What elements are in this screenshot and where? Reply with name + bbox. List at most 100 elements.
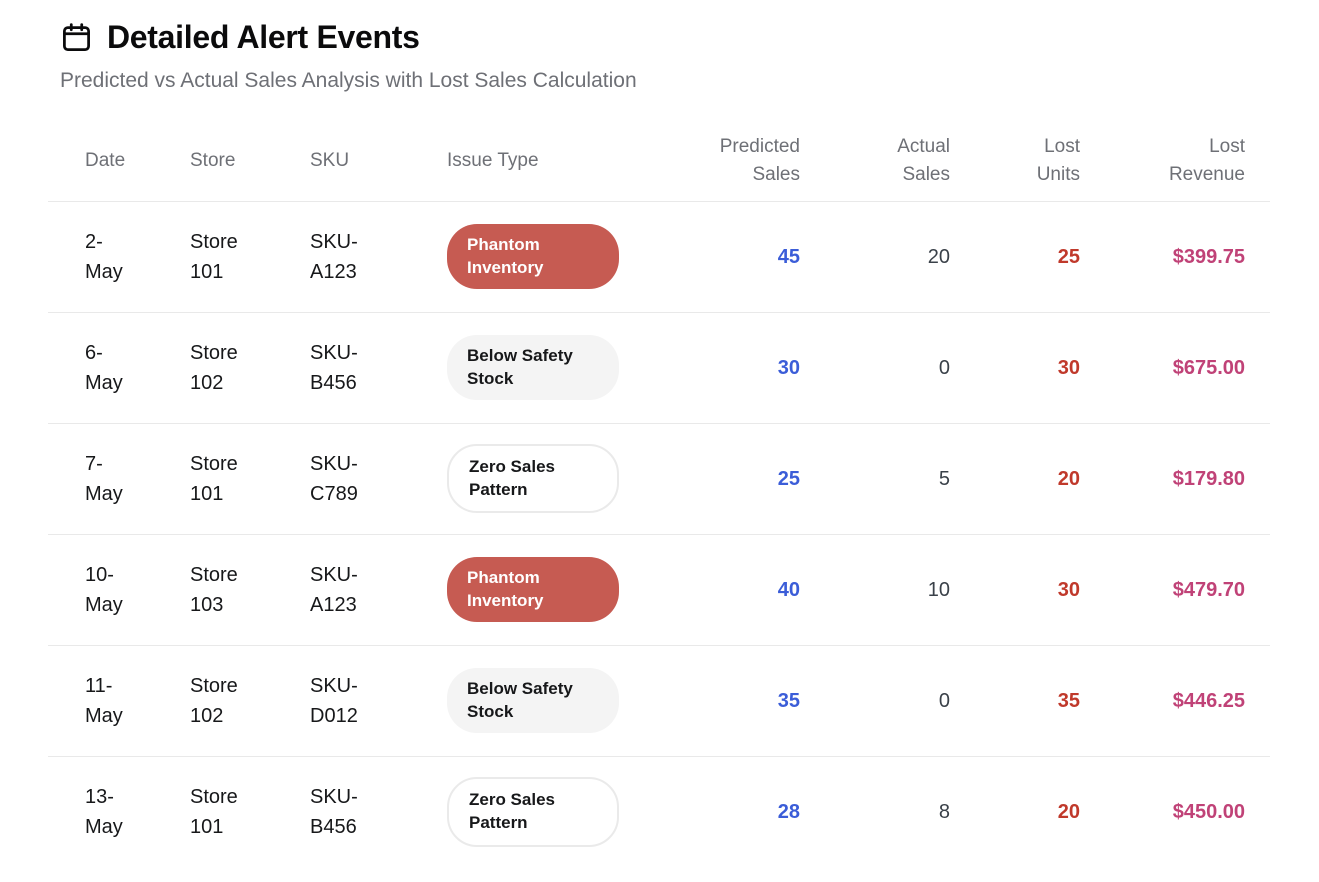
issue-type-cell: Phantom Inventory: [410, 534, 640, 645]
table-row: 6-May Store 102 SKU-B456 Below Safety St…: [48, 312, 1270, 423]
column-header-store: Store: [153, 121, 273, 201]
predicted-sales-value: 35: [777, 689, 800, 712]
page-title: Detailed Alert Events: [107, 18, 420, 55]
date-cell: 10-May: [48, 534, 153, 645]
lost-revenue-value: $399.75: [1172, 245, 1245, 268]
sku-value: SKU-A123: [310, 563, 358, 616]
page-subtitle: Predicted vs Actual Sales Analysis with …: [60, 69, 637, 92]
table-row: 7-May Store 101 SKU-C789 Zero Sales Patt…: [48, 423, 1270, 534]
sku-cell: SKU-C789: [273, 423, 410, 534]
table-row: 11-May Store 102 SKU-D012 Below Safety S…: [48, 645, 1270, 756]
predicted-sales-value: 25: [777, 467, 800, 490]
store-cell: Store 102: [153, 312, 273, 423]
column-header-label: Store: [190, 149, 236, 171]
lost-units-value: 20: [1057, 467, 1080, 490]
table-row: 10-May Store 103 SKU-A123 Phantom Invent…: [48, 534, 1270, 645]
column-header-label: Predicted Sales: [719, 136, 800, 185]
lost-units-value: 35: [1057, 689, 1080, 712]
predicted-sales-value: 45: [777, 245, 800, 268]
column-header-lost-units: Lost Units: [950, 121, 1080, 201]
store-value: Store 103: [190, 563, 238, 616]
lost-revenue-value: $675.00: [1172, 356, 1245, 379]
sku-value: SKU-B456: [310, 341, 358, 394]
date-cell: 6-May: [48, 312, 153, 423]
date-cell: 2-May: [48, 201, 153, 312]
issue-type-badge: Phantom Inventory: [447, 223, 619, 290]
column-header-label: Lost Revenue: [1168, 136, 1245, 185]
predicted-sales-value: 28: [777, 800, 800, 823]
store-value: Store 102: [190, 341, 238, 394]
table-row: 13-May Store 101 SKU-B456 Zero Sales Pat…: [48, 756, 1270, 867]
lost-units-value: 25: [1057, 245, 1080, 268]
lost-revenue-value: $179.80: [1172, 467, 1245, 490]
table-row: 2-May Store 101 SKU-A123 Phantom Invento…: [48, 201, 1270, 312]
store-cell: Store 101: [153, 756, 273, 867]
issue-type-cell: Below Safety Stock: [410, 645, 640, 756]
column-header-label: SKU: [310, 149, 350, 171]
lost-revenue-value: $446.25: [1172, 689, 1245, 712]
date-value: 13-May: [85, 785, 123, 838]
sku-value: SKU-C789: [310, 452, 358, 505]
predicted-sales-value: 40: [777, 578, 800, 601]
issue-type-badge: Phantom Inventory: [447, 556, 619, 623]
sku-cell: SKU-B456: [273, 312, 410, 423]
issue-type-cell: Phantom Inventory: [410, 201, 640, 312]
issue-type-badge: Zero Sales Pattern: [447, 443, 619, 514]
lost-units-value: 30: [1057, 578, 1080, 601]
date-cell: 11-May: [48, 645, 153, 756]
table-header-row: Date Store SKU Issue Type Predicted Sale…: [48, 121, 1270, 201]
sku-value: SKU-A123: [310, 230, 358, 283]
date-value: 6-May: [85, 341, 123, 394]
actual-sales-value: 5: [938, 467, 950, 490]
sku-value: SKU-D012: [310, 674, 358, 727]
issue-type-cell: Zero Sales Pattern: [410, 423, 640, 534]
alert-events-table: Date Store SKU Issue Type Predicted Sale…: [48, 121, 1270, 867]
date-value: 10-May: [85, 563, 123, 616]
column-header-issue-type: Issue Type: [410, 121, 640, 201]
column-header-date: Date: [48, 121, 153, 201]
store-value: Store 101: [190, 785, 238, 838]
column-header-lost-revenue: Lost Revenue: [1080, 121, 1270, 201]
store-cell: Store 101: [153, 423, 273, 534]
actual-sales-value: 0: [938, 356, 950, 379]
issue-type-badge: Zero Sales Pattern: [447, 776, 619, 847]
date-value: 7-May: [85, 452, 123, 505]
column-header-label: Lost Units: [1036, 136, 1080, 185]
issue-type-cell: Below Safety Stock: [410, 312, 640, 423]
lost-units-value: 30: [1057, 356, 1080, 379]
column-header-actual-sales: Actual Sales: [800, 121, 950, 201]
store-value: Store 102: [190, 674, 238, 727]
sku-cell: SKU-D012: [273, 645, 410, 756]
store-value: Store 101: [190, 452, 238, 505]
store-cell: Store 102: [153, 645, 273, 756]
actual-sales-value: 20: [927, 245, 950, 268]
page-header: Detailed Alert Events: [48, 14, 1270, 60]
sku-value: SKU-B456: [310, 785, 358, 838]
column-header-label: Issue Type: [447, 149, 539, 171]
date-cell: 13-May: [48, 756, 153, 867]
date-value: 11-May: [85, 674, 123, 727]
lost-revenue-value: $450.00: [1172, 800, 1245, 823]
date-value: 2-May: [85, 230, 123, 283]
column-header-label: Date: [85, 149, 126, 171]
sku-cell: SKU-B456: [273, 756, 410, 867]
column-header-predicted-sales: Predicted Sales: [640, 121, 800, 201]
predicted-sales-value: 30: [777, 356, 800, 379]
issue-type-badge: Below Safety Stock: [447, 334, 619, 401]
column-header-label: Actual Sales: [897, 136, 950, 185]
store-cell: Store 101: [153, 201, 273, 312]
actual-sales-value: 8: [938, 800, 950, 823]
column-header-sku: SKU: [273, 121, 410, 201]
table-header: Date Store SKU Issue Type Predicted Sale…: [48, 121, 1270, 201]
issue-type-cell: Zero Sales Pattern: [410, 756, 640, 867]
actual-sales-value: 0: [938, 689, 950, 712]
table-body: 2-May Store 101 SKU-A123 Phantom Invento…: [48, 201, 1270, 867]
lost-revenue-value: $479.70: [1172, 578, 1245, 601]
store-value: Store 101: [190, 230, 238, 283]
lost-units-value: 20: [1057, 800, 1080, 823]
sku-cell: SKU-A123: [273, 534, 410, 645]
store-cell: Store 103: [153, 534, 273, 645]
actual-sales-value: 10: [927, 578, 950, 601]
sku-cell: SKU-A123: [273, 201, 410, 312]
